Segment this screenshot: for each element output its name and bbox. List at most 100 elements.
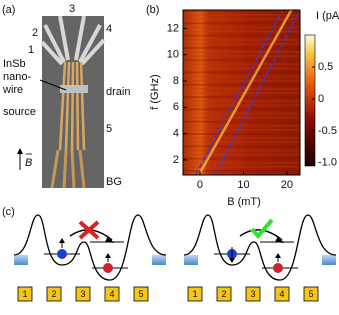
heatmap-stripe — [183, 145, 300, 148]
y-tick-label: 12 — [167, 22, 179, 34]
gate-label: 1 — [28, 44, 34, 56]
gate-label: 4 — [109, 289, 114, 299]
colorbar — [304, 34, 316, 167]
y-axis-label: f (GHz) — [149, 74, 161, 109]
panel-label: (b) — [146, 4, 159, 16]
y-tick-label: 2 — [173, 154, 179, 166]
gate-label: 2 — [51, 289, 56, 299]
gate-label: 4 — [106, 23, 112, 35]
gate-box — [46, 286, 62, 302]
heatmap-stripe — [183, 22, 300, 25]
x-tick-label: 10 — [237, 179, 249, 191]
heatmap-stripe — [183, 38, 300, 41]
field-label: B — [25, 157, 32, 169]
heatmap — [182, 9, 301, 176]
guide-line — [214, 9, 301, 176]
gate-label: 3 — [250, 289, 255, 299]
heatmap-stripe — [183, 14, 300, 17]
heatmap-stripe — [183, 46, 300, 49]
gate-box — [274, 286, 290, 302]
heatmap-stripe — [183, 149, 300, 152]
gate-label: 5 — [308, 289, 313, 299]
backgate-label: BG — [106, 176, 122, 188]
drain-label: drain — [106, 86, 130, 98]
heatmap-stripe — [183, 169, 300, 172]
heatmap-stripe — [183, 104, 300, 107]
panel-label: (c) — [2, 206, 15, 218]
heatmap-stripe — [183, 10, 300, 12]
heatmap-stripe — [183, 34, 300, 37]
gate-box — [17, 286, 33, 302]
heatmap-stripe — [183, 157, 300, 160]
heatmap-image — [183, 10, 300, 175]
heatmap-stripe — [183, 30, 300, 33]
y-tick-label: 6 — [173, 101, 179, 113]
gate-box — [303, 286, 319, 302]
colorbar-tick-label: 0 — [318, 93, 324, 105]
plot-frame — [182, 9, 301, 176]
heatmap-stripe — [183, 141, 300, 144]
nanowire-label: InSb — [3, 58, 26, 70]
heatmap-stripe — [183, 67, 300, 70]
heatmap-stripe — [183, 161, 300, 164]
heatmap-stripe — [183, 55, 300, 58]
heatmap-stripe — [183, 112, 300, 115]
gate-label: 2 — [221, 289, 226, 299]
gate-label: 3 — [69, 3, 75, 15]
panel-label: (a) — [2, 4, 15, 16]
potential-diagram — [13, 214, 167, 281]
heatmap-stripe — [183, 71, 300, 74]
gate-label: 3 — [80, 289, 85, 299]
heatmap-stripe — [183, 59, 300, 62]
x-tick-label: 0 — [197, 179, 203, 191]
device-image — [17, 15, 106, 189]
potential-diagram — [183, 214, 337, 281]
y-tick-label: 10 — [167, 49, 179, 61]
heatmap-stripe — [183, 42, 300, 45]
heatmap-stripe — [183, 133, 300, 135]
gate-box — [245, 286, 261, 302]
colorbar-tick-label: -1.0 — [318, 157, 337, 169]
heatmap-stripe — [183, 75, 300, 78]
gate-label: 5 — [106, 123, 112, 135]
colorbar-label: I (pA) — [316, 10, 339, 22]
gate-box — [187, 286, 203, 302]
heatmap-stripe — [183, 124, 300, 127]
gate-box — [104, 286, 120, 302]
gate-box — [133, 286, 149, 302]
heatmap-stripe — [183, 165, 300, 168]
gate-label: 1 — [192, 289, 197, 299]
heatmap-stripe — [183, 63, 300, 66]
source-label: source — [3, 106, 36, 118]
heatmap-stripe — [183, 79, 300, 82]
heatmap-stripe — [183, 92, 300, 94]
gate-row: 1 2 3 4 5 1 2 3 4 5 — [17, 286, 319, 302]
guide-line — [194, 9, 284, 176]
gate-label: 1 — [22, 289, 27, 299]
y-tick-label: 4 — [173, 127, 179, 139]
heatmap-stripe — [183, 108, 300, 111]
heatmap-stripe — [183, 128, 300, 131]
x-tick-label: 20 — [281, 179, 293, 191]
heatmap-stripe — [183, 116, 300, 119]
heatmap-stripe — [183, 26, 300, 29]
gate-label: 4 — [279, 289, 284, 299]
colorbar-tick-label: -0.5 — [318, 125, 337, 137]
gate-box — [75, 286, 91, 302]
heatmap-stripe — [183, 137, 300, 140]
heatmap-stripe — [183, 83, 300, 86]
x-axis-label: B (mT) — [227, 196, 261, 208]
heatmap-stripe — [183, 18, 300, 21]
gate-box — [216, 286, 232, 302]
heatmap-stripe — [183, 51, 300, 53]
gate-label: 2 — [32, 27, 38, 39]
heatmap-stripe — [183, 153, 300, 156]
y-tick-label: 8 — [173, 75, 179, 87]
nanowire-label: nano- — [3, 71, 31, 83]
colorbar-tick-label: 0.5 — [318, 61, 333, 73]
resonance-line — [198, 9, 293, 174]
heatmap-stripe — [183, 120, 300, 123]
nanowire-label: wire — [2, 84, 23, 96]
gate-label: 5 — [138, 289, 143, 299]
